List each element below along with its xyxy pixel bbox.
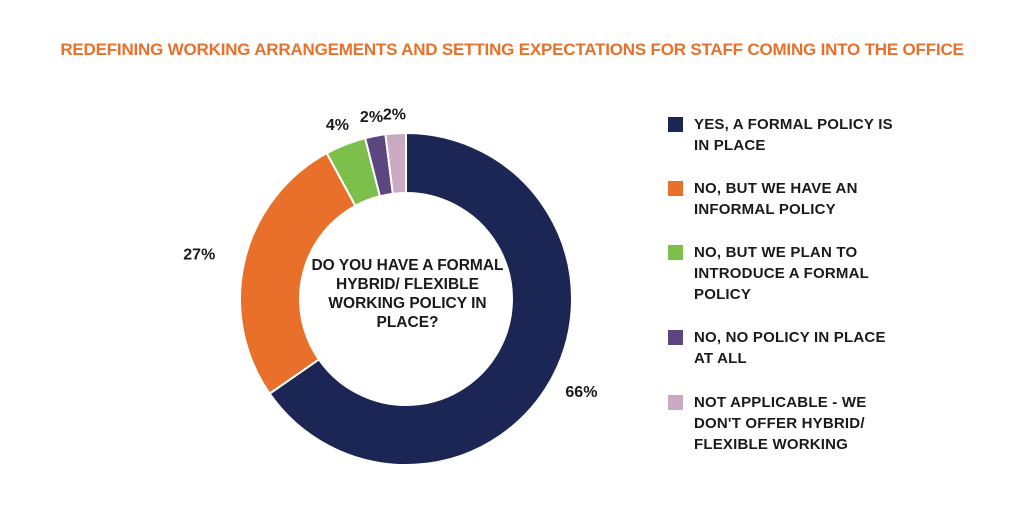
data-label-no-policy: 2% (360, 109, 383, 126)
slice-formal-policy (268, 131, 573, 466)
donut-center-label: DO YOU HAVE A FORMAL HYBRID/ FLEXIBLE WO… (311, 257, 504, 331)
slice-not-applicable (384, 131, 407, 195)
data-label-not-applicable: 2% (383, 106, 406, 123)
data-label-informal-policy: 27% (183, 247, 215, 264)
data-label-plan-formal-policy: 4% (326, 117, 349, 134)
legend-label: NO, BUT WE HAVE AN INFORMAL POLICY (694, 180, 858, 218)
legend-label: NO, NO POLICY IN PLACE AT ALL (694, 329, 886, 367)
legend-swatch (668, 245, 683, 260)
legend-swatch (668, 181, 683, 196)
data-label-formal-policy: 66% (565, 384, 597, 401)
legend-item-plan-formal-policy: NO, BUT WE PLAN TO INTRODUCE A FORMAL PO… (668, 242, 904, 305)
legend-swatch (668, 395, 683, 410)
legend-swatch (668, 117, 683, 132)
legend-item-no-policy: NO, NO POLICY IN PLACE AT ALL (668, 327, 904, 369)
legend-item-informal-policy: NO, BUT WE HAVE AN INFORMAL POLICY (668, 178, 904, 220)
legend-item-not-applicable: NOT APPLICABLE - WE DON'T OFFER HYBRID/ … (668, 392, 904, 455)
legend-item-formal-policy: YES, A FORMAL POLICY IS IN PLACE (668, 114, 904, 156)
slice-informal-policy (239, 151, 357, 396)
legend-label: NOT APPLICABLE - WE DON'T OFFER HYBRID/ … (694, 394, 867, 453)
legend-label: NO, BUT WE PLAN TO INTRODUCE A FORMAL PO… (694, 244, 869, 303)
legend-swatch (668, 330, 683, 345)
chart-title: REDEFINING WORKING ARRANGEMENTS AND SETT… (60, 40, 964, 59)
legend-label: YES, A FORMAL POLICY IS IN PLACE (694, 116, 893, 154)
